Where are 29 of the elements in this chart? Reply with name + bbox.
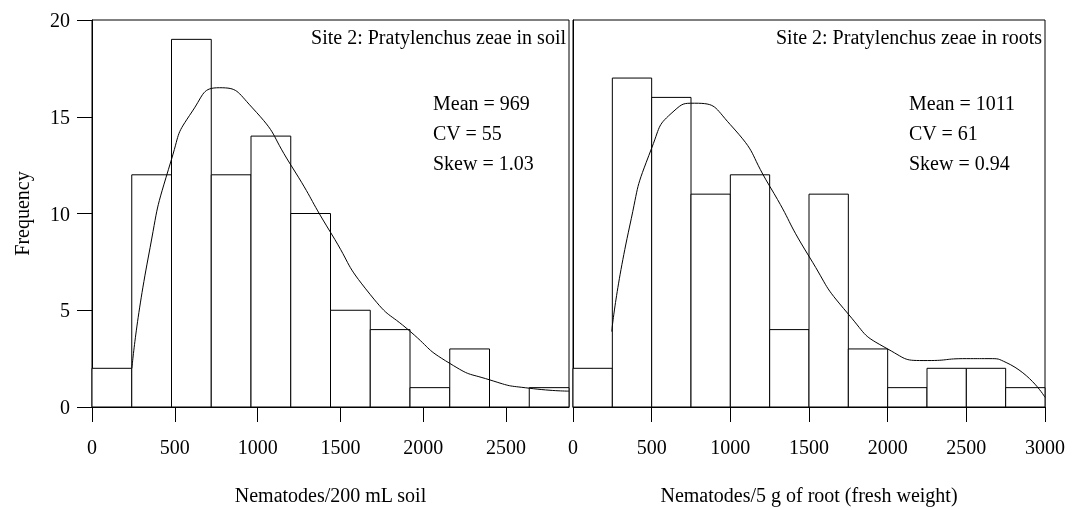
x-tick-label: 0 (568, 436, 578, 458)
x-axis-title: Nematodes/5 g of root (fresh weight) (660, 484, 958, 507)
x-tick-label: 3000 (1025, 436, 1065, 458)
x-tick-label: 1500 (320, 436, 361, 458)
y-tick-label: 20 (50, 9, 70, 31)
annotation: Mean = 969 (433, 92, 530, 114)
y-tick-label: 10 (50, 202, 70, 225)
x-tick-label: 2500 (946, 436, 987, 458)
x-tick-label: 2000 (403, 436, 444, 458)
y-tick-label: 5 (60, 299, 70, 322)
annotation: Mean = 1011 (909, 92, 1016, 114)
y-tick-label: 0 (60, 396, 70, 418)
x-axis-title: Nematodes/200 mL soil (234, 484, 427, 506)
x-tick-label: 1500 (789, 436, 829, 458)
x-tick-label: 2500 (486, 436, 527, 458)
x-tick-label: 1000 (237, 436, 278, 458)
annotation: Skew = 0.94 (909, 152, 1010, 174)
x-tick-label: 1000 (710, 436, 751, 458)
chart-title: Site 2: Pratylenchus zeae in roots (775, 26, 1043, 49)
chart-title: Site 2: Pratylenchus zeae in soil (311, 26, 567, 49)
y-tick-label: 15 (50, 105, 70, 128)
x-tick-label: 0 (87, 436, 97, 458)
x-tick-label: 500 (636, 436, 667, 458)
x-tick-label: 500 (159, 436, 190, 458)
y-axis-title: Frequency (11, 171, 34, 256)
annotation: CV = 61 (909, 122, 978, 144)
annotation: Skew = 1.03 (433, 152, 534, 174)
x-tick-label: 2000 (867, 436, 908, 458)
annotation: CV = 55 (433, 122, 502, 144)
